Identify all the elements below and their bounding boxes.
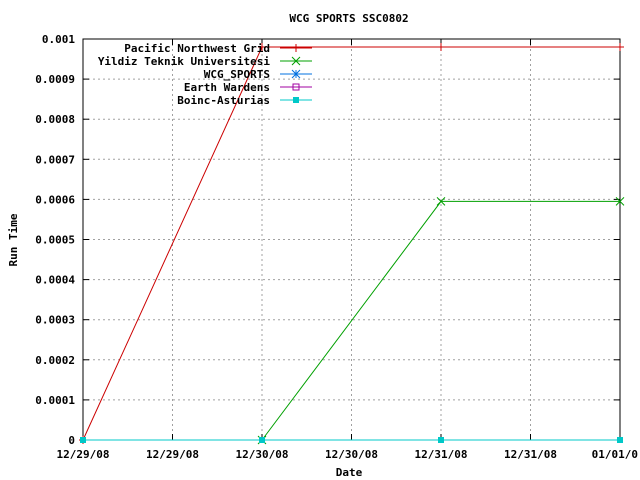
axis-ticks: 0 0.0001 0.0002 0.0003 0.0004 0.0005 0.0006 0.0… bbox=[35, 33, 638, 461]
x-tick-label: 12/31/08 bbox=[415, 448, 468, 461]
data-point bbox=[259, 437, 265, 443]
data-point bbox=[615, 197, 625, 206]
series-line bbox=[82, 46, 620, 441]
legend-item: Yildiz Teknik Universitesi bbox=[98, 55, 312, 68]
y-tick-label: 0.0003 bbox=[35, 314, 75, 327]
y-tick-label: 0.0008 bbox=[35, 113, 75, 126]
y-tick-label: 0.0002 bbox=[35, 354, 75, 367]
y-tick-label: 0.0005 bbox=[35, 234, 75, 247]
data-point bbox=[438, 437, 444, 443]
grid-lines bbox=[83, 39, 620, 440]
y-tick-label: 0.0007 bbox=[35, 153, 75, 166]
y-tick-label: 0.0006 bbox=[35, 193, 75, 206]
legend-marker bbox=[291, 69, 301, 79]
x-tick-label: 12/29/08 bbox=[57, 448, 110, 461]
x-tick-label: 12/30/08 bbox=[236, 448, 289, 461]
legend-marker bbox=[293, 97, 299, 103]
series-boinc-asturias bbox=[80, 437, 623, 443]
data-point bbox=[258, 43, 266, 52]
x-tick-label: 12/29/08 bbox=[146, 448, 199, 461]
series-pacific-northwest-grid bbox=[79, 43, 624, 444]
y-tick-label: 0.0004 bbox=[35, 274, 75, 287]
legend-label: Pacific Northwest Grid bbox=[124, 42, 270, 55]
x-tick-label: 12/30/08 bbox=[325, 448, 378, 461]
y-tick-label: 0 bbox=[68, 434, 75, 447]
x-tick-label: 12/31/08 bbox=[504, 448, 557, 461]
legend-marker bbox=[292, 44, 300, 52]
legend-item: Earth Wardens bbox=[184, 81, 312, 94]
series-group bbox=[79, 43, 625, 445]
data-point bbox=[80, 437, 86, 443]
y-axis-label: Run Time bbox=[7, 213, 20, 266]
y-tick-label: 0.0009 bbox=[35, 73, 75, 86]
legend-item: WCG_SPORTS bbox=[204, 68, 312, 81]
data-point bbox=[616, 43, 624, 52]
data-point bbox=[617, 437, 623, 443]
y-tick-label: 0.0001 bbox=[35, 394, 75, 407]
x-tick-label: 01/01/0 bbox=[592, 448, 638, 461]
legend-label: Boinc-Asturias bbox=[177, 94, 270, 107]
legend-label: WCG_SPORTS bbox=[204, 68, 270, 81]
legend-item: Boinc-Asturias bbox=[177, 94, 312, 107]
x-axis-label: Date bbox=[336, 466, 363, 479]
legend-item: Pacific Northwest Grid bbox=[124, 42, 312, 55]
legend-label: Earth Wardens bbox=[184, 81, 270, 94]
data-point bbox=[437, 43, 445, 52]
chart-title: WCG SPORTS SSC0802 bbox=[289, 12, 408, 25]
legend-label: Yildiz Teknik Universitesi bbox=[98, 55, 271, 68]
legend-marker bbox=[291, 56, 301, 66]
data-point bbox=[436, 197, 446, 206]
legend-marker bbox=[292, 83, 300, 91]
y-tick-label: 0.001 bbox=[42, 33, 75, 46]
